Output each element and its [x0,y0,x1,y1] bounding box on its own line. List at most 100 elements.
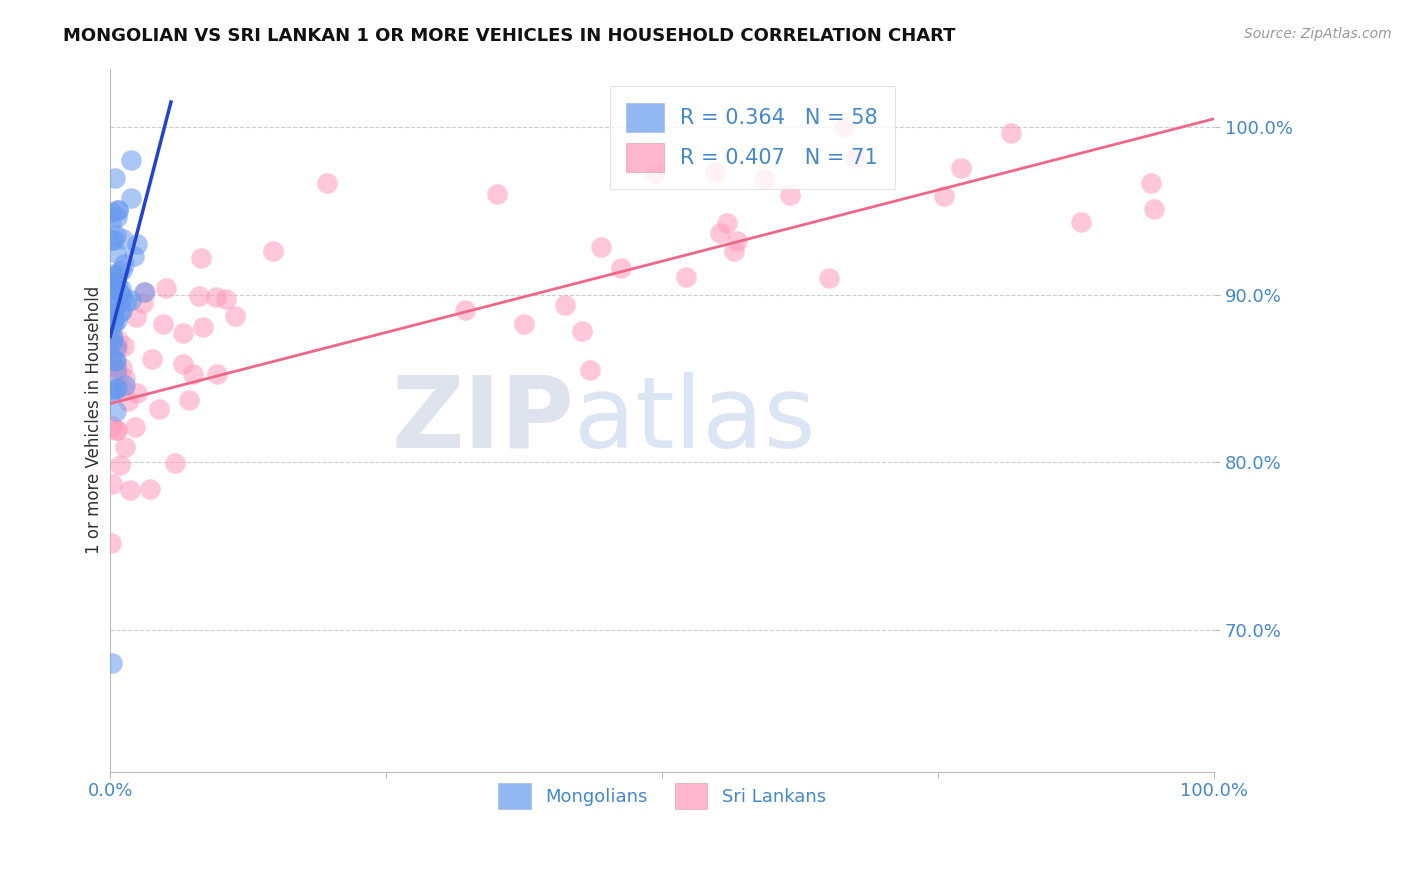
Point [104,353,127,368]
Point [105,382,128,396]
Point [100,217,122,231]
Point [100,205,122,219]
Point [107,333,129,347]
Point [108,295,131,310]
Point [107,202,129,217]
Point [114,370,136,384]
Point [779,187,801,202]
Point [104,423,127,437]
Point [844,151,866,165]
Point [101,418,124,433]
Point [315,176,337,190]
Point [114,440,136,454]
Point [950,161,973,175]
Point [165,456,187,470]
Point [104,268,127,283]
Point [103,310,125,325]
Point [101,316,124,330]
Point [101,477,124,491]
Point [103,310,125,324]
Point [124,420,146,434]
Point [107,368,129,383]
Point [111,361,134,376]
Point [103,332,125,346]
Point [190,252,212,266]
Point [117,394,139,409]
Point [107,341,129,355]
Point [454,303,477,318]
Point [181,368,204,382]
Point [716,216,738,230]
Point [104,362,127,376]
Y-axis label: 1 or more Vehicles in Household: 1 or more Vehicles in Household [86,286,103,555]
Point [148,401,170,416]
Point [110,263,132,277]
Point [675,270,697,285]
Point [104,353,127,368]
Point [224,309,246,323]
Point [108,458,131,473]
Point [132,296,155,310]
Point [105,227,128,242]
Point [754,171,776,186]
Point [112,256,135,270]
Point [155,281,177,295]
Point [709,226,731,240]
Point [112,339,135,353]
Point [120,153,142,167]
Point [101,306,124,320]
Point [110,282,132,296]
Point [554,298,576,312]
Point [100,386,122,401]
Point [105,423,128,437]
Point [141,352,163,367]
Point [644,166,666,180]
Point [104,296,127,310]
Text: Source: ZipAtlas.com: Source: ZipAtlas.com [1244,27,1392,41]
Point [101,656,124,670]
Point [589,240,612,254]
Point [120,483,142,497]
Point [205,368,228,382]
Point [127,386,149,401]
Point [100,329,122,343]
Point [177,393,200,408]
Point [725,234,748,248]
Point [108,264,131,278]
Point [932,189,955,203]
Point [100,334,122,349]
Point [103,318,125,332]
Point [513,317,536,331]
Point [101,275,124,289]
Point [138,483,160,497]
Point [105,211,128,225]
Point [104,280,127,294]
Point [121,293,143,307]
Point [107,202,129,217]
Point [105,381,128,395]
Point [101,383,124,397]
Point [152,317,174,331]
Point [104,340,127,354]
Point [100,348,122,362]
Point [103,281,125,295]
Point [100,287,122,301]
Point [103,267,125,281]
Point [122,249,145,263]
Point [114,378,136,392]
Point [105,277,128,291]
Legend: Mongolians, Sri Lankans: Mongolians, Sri Lankans [491,776,834,816]
Point [103,233,125,247]
Point [172,357,194,371]
Point [723,244,745,258]
Point [100,536,122,550]
Point [214,292,236,306]
Point [120,191,142,205]
Point [571,324,593,338]
Point [125,237,148,252]
Point [188,289,211,303]
Point [111,303,134,318]
Point [1140,176,1163,190]
Point [262,244,284,259]
Point [704,164,727,178]
